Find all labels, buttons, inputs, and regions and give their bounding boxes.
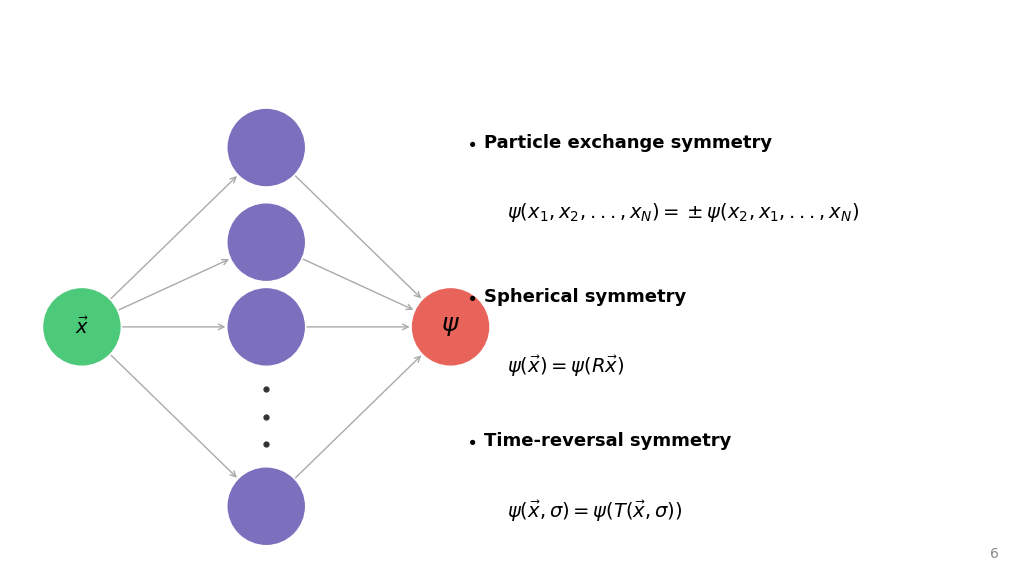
Ellipse shape [228,468,304,544]
Text: $\psi$: $\psi$ [441,316,460,338]
Text: 6: 6 [989,547,998,561]
Text: Time-reversal symmetry: Time-reversal symmetry [484,433,732,450]
Ellipse shape [413,289,488,365]
Text: Spherical symmetry: Spherical symmetry [484,288,687,306]
Text: $\bullet$: $\bullet$ [466,134,476,151]
Text: Particle exchange symmetry: Particle exchange symmetry [484,134,772,151]
Text: Physical properties in NNs: Physical properties in NNs [26,25,461,58]
Text: $\bullet$: $\bullet$ [466,433,476,450]
Text: $\vec{x}$: $\vec{x}$ [75,316,89,338]
Ellipse shape [228,109,304,185]
Text: $\psi(\vec{x}) = \psi(R\vec{x})$: $\psi(\vec{x}) = \psi(R\vec{x})$ [507,354,624,380]
Text: $\psi(\vec{x}, \sigma) = \psi(T(\vec{x}, \sigma))$: $\psi(\vec{x}, \sigma) = \psi(T(\vec{x},… [507,499,682,524]
Text: $\bullet$: $\bullet$ [466,288,476,306]
Ellipse shape [44,289,120,365]
Text: $\psi(x_1, x_2, ..., x_N) = \pm\psi(x_2, x_1, ..., x_N)$: $\psi(x_1, x_2, ..., x_N) = \pm\psi(x_2,… [507,201,859,224]
Ellipse shape [228,289,304,365]
Ellipse shape [228,204,304,280]
